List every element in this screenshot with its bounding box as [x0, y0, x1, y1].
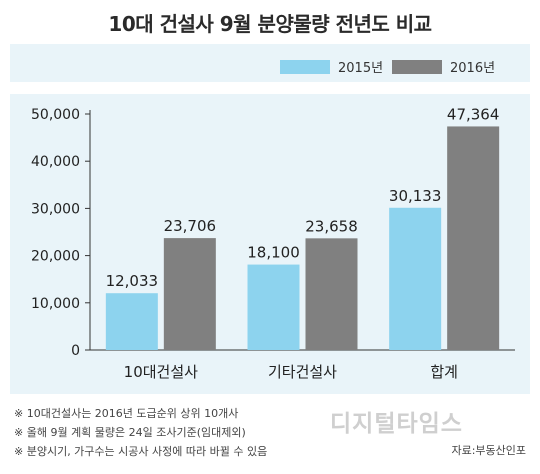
- footnote: ※ 10대건설사는 2016년 도급순위 상위 10개사: [14, 407, 239, 420]
- bar-2015: [247, 264, 300, 350]
- y-tick-label: 50,000: [31, 107, 80, 123]
- data-label: 23,706: [164, 217, 217, 235]
- y-tick-label: 10,000: [31, 296, 80, 312]
- source-credit: 자료:부동산인포: [451, 444, 526, 457]
- y-tick-label: 40,000: [31, 154, 80, 170]
- chart-title: 10대 건설사 9월 분양물량 전년도 비교: [108, 12, 432, 36]
- bar-2016: [163, 238, 216, 350]
- x-category-label: 합계: [430, 363, 458, 381]
- legend-label-2015: 2015년: [338, 61, 384, 76]
- legend-swatch-2015: [280, 59, 330, 74]
- y-tick-label: 20,000: [31, 249, 80, 265]
- y-tick-label: 0: [71, 343, 80, 359]
- footnote: ※ 분양시기, 가구수는 시공사 사정에 따라 바뀔 수 있음: [14, 445, 268, 458]
- x-category-label: 10대건설사: [124, 363, 198, 381]
- bar-2016: [305, 238, 358, 350]
- data-label: 12,033: [106, 272, 159, 290]
- legend-item-2016: 2016년: [392, 57, 495, 76]
- legend-band: 2015년 2016년: [10, 44, 530, 82]
- legend-swatch-2016: [392, 59, 442, 74]
- x-category-label: 기타건설사: [268, 363, 337, 381]
- bar-2015: [105, 293, 158, 350]
- bar-2015: [389, 207, 442, 350]
- footnote: ※ 올해 9월 계획 물량은 24일 조사기준(임대제외): [14, 426, 246, 439]
- y-tick-label: 30,000: [31, 201, 80, 217]
- data-label: 23,658: [305, 217, 358, 235]
- data-label: 18,100: [247, 244, 300, 262]
- data-label: 47,364: [447, 105, 500, 123]
- data-label: 30,133: [389, 187, 442, 205]
- bar-2016: [447, 126, 500, 350]
- legend-item-2015: 2015년: [280, 57, 383, 76]
- watermark-logo: 디지털타임스: [330, 411, 463, 437]
- legend-label-2016: 2016년: [450, 61, 496, 76]
- footnotes: ※ 10대건설사는 2016년 도급순위 상위 10개사 ※ 올해 9월 계획 …: [14, 404, 530, 461]
